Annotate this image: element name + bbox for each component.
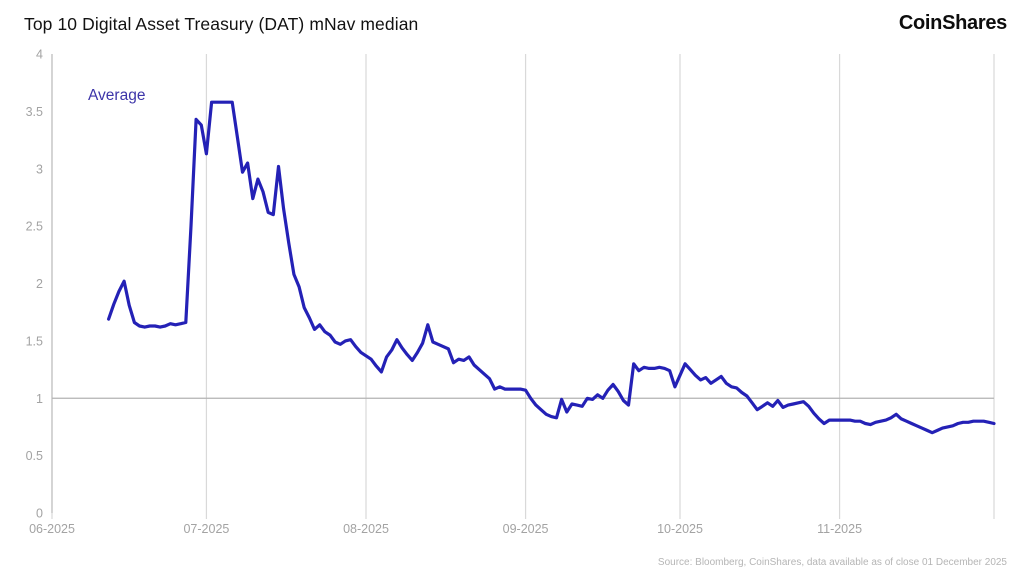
y-tick-label: 4 xyxy=(36,48,43,62)
y-tick-label: 0.5 xyxy=(26,449,43,463)
y-tick-label: 0 xyxy=(36,507,43,521)
x-tick-label: 07-2025 xyxy=(183,522,229,536)
x-tick-label: 11-2025 xyxy=(817,522,862,536)
y-tick-label: 1.5 xyxy=(26,334,43,348)
chart-title: Top 10 Digital Asset Treasury (DAT) mNav… xyxy=(24,14,419,34)
y-tick-label: 2.5 xyxy=(26,220,43,234)
y-tick-label: 2 xyxy=(36,277,43,291)
legend-label-average: Average xyxy=(88,87,146,104)
x-tick-label: 09-2025 xyxy=(503,522,549,536)
x-tick-label: 06-2025 xyxy=(29,522,75,536)
y-tick-label: 1 xyxy=(36,392,43,406)
y-tick-label: 3.5 xyxy=(26,105,43,119)
y-axis-labels: 0 0.5 1 1.5 2 2.5 3 3.5 4 xyxy=(26,48,43,521)
coinshares-logo: CoinShares xyxy=(898,12,1007,34)
source-note: Source: Bloomberg, CoinShares, data avai… xyxy=(657,557,1007,568)
y-tick-label: 3 xyxy=(36,162,43,176)
x-tick-label: 10-2025 xyxy=(657,522,703,536)
x-tick-label: 08-2025 xyxy=(343,522,389,536)
x-axis-grid: 06-2025 07-2025 08-2025 09-2025 10-2025 11-20… xyxy=(29,54,995,536)
series-line-average xyxy=(106,100,996,435)
